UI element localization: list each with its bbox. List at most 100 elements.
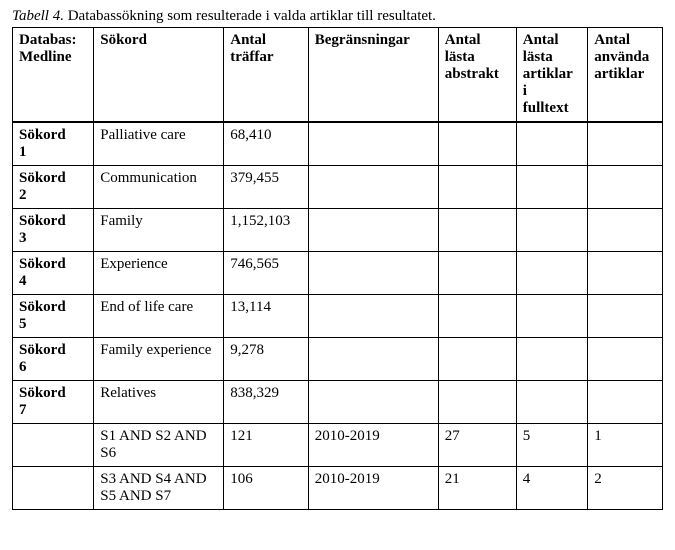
cell-traffar: 68,410 <box>224 122 309 166</box>
row-label: Sökord3 <box>13 209 94 252</box>
cell-abstrakt: 27 <box>438 424 516 467</box>
header-anvanda: Antal använda artiklar <box>588 28 663 123</box>
cell-abstrakt <box>438 295 516 338</box>
header-text: träffar <box>230 49 273 65</box>
row-label <box>13 424 94 467</box>
table-row: S1 AND S2 AND S61212010-20192751 <box>13 424 663 467</box>
cell-begransningar <box>308 381 438 424</box>
row-label-line1: Sökord <box>19 299 66 315</box>
cell-fulltext <box>516 381 588 424</box>
cell-abstrakt <box>438 166 516 209</box>
header-traffar: Antal träffar <box>224 28 309 123</box>
cell-traffar: 13,114 <box>224 295 309 338</box>
row-label: Sökord2 <box>13 166 94 209</box>
table-row: Sökord4Experience746,565 <box>13 252 663 295</box>
cell-fulltext: 5 <box>516 424 588 467</box>
row-label-line1: Sökord <box>19 342 66 358</box>
cell-anvanda <box>588 166 663 209</box>
header-text: lästa <box>523 49 553 65</box>
header-text: Antal <box>594 32 630 48</box>
row-label-line1: Sökord <box>19 385 66 401</box>
cell-traffar: 106 <box>224 467 309 510</box>
table-row: Sökord6Family experience9,278 <box>13 338 663 381</box>
header-text: Antal <box>230 32 266 48</box>
cell-begransningar <box>308 209 438 252</box>
search-table: Databas: Medline Sökord Antal träffar Be… <box>12 27 663 510</box>
cell-traffar: 121 <box>224 424 309 467</box>
cell-sokord: Relatives <box>94 381 224 424</box>
cell-abstrakt <box>438 338 516 381</box>
table-body: Sökord1Palliative care68,410Sökord2Commu… <box>13 122 663 510</box>
cell-traffar: 1,152,103 <box>224 209 309 252</box>
header-databas: Databas: Medline <box>13 28 94 123</box>
cell-fulltext: 4 <box>516 467 588 510</box>
table-row: S3 AND S4 AND S5 AND S71062010-20192142 <box>13 467 663 510</box>
cell-traffar: 746,565 <box>224 252 309 295</box>
header-text: artiklar <box>523 66 573 82</box>
header-abstrakt: Antal lästa abstrakt <box>438 28 516 123</box>
cell-fulltext <box>516 338 588 381</box>
cell-anvanda: 1 <box>588 424 663 467</box>
header-fulltext: Antal lästa artiklar i fulltext <box>516 28 588 123</box>
row-label-line1: Sökord <box>19 213 66 229</box>
cell-traffar: 838,329 <box>224 381 309 424</box>
row-label-line2: 2 <box>19 187 27 203</box>
table-row: Sökord3Family1,152,103 <box>13 209 663 252</box>
header-sokord: Sökord <box>94 28 224 123</box>
cell-abstrakt <box>438 252 516 295</box>
row-label: Sökord7 <box>13 381 94 424</box>
caption-label: Tabell 4. <box>12 8 64 24</box>
header-text: lästa <box>445 49 475 65</box>
cell-abstrakt <box>438 122 516 166</box>
row-label-line2: 3 <box>19 230 27 246</box>
cell-abstrakt <box>438 209 516 252</box>
row-label <box>13 467 94 510</box>
table-row: Sökord1Palliative care68,410 <box>13 122 663 166</box>
row-label-line1: Sökord <box>19 127 66 143</box>
table-caption: Tabell 4. Databassökning som resulterade… <box>12 8 663 25</box>
caption-text: Databassökning som resulterade i valda a… <box>64 8 436 24</box>
cell-sokord: End of life care <box>94 295 224 338</box>
row-label-line2: 4 <box>19 273 27 289</box>
cell-anvanda <box>588 252 663 295</box>
header-text: Databas: <box>19 32 77 48</box>
cell-sokord: Experience <box>94 252 224 295</box>
cell-anvanda <box>588 338 663 381</box>
cell-fulltext <box>516 252 588 295</box>
row-label: Sökord1 <box>13 122 94 166</box>
table-row: Sökord5End of life care13,114 <box>13 295 663 338</box>
header-text: Antal <box>523 32 559 48</box>
cell-begransningar <box>308 338 438 381</box>
header-text: Antal <box>445 32 481 48</box>
row-label-line2: 7 <box>19 402 27 418</box>
cell-fulltext <box>516 209 588 252</box>
row-label-line2: 5 <box>19 316 27 332</box>
cell-anvanda <box>588 295 663 338</box>
cell-sokord: Family <box>94 209 224 252</box>
row-label: Sökord5 <box>13 295 94 338</box>
cell-anvanda <box>588 122 663 166</box>
row-label: Sökord4 <box>13 252 94 295</box>
cell-abstrakt <box>438 381 516 424</box>
cell-sokord: Palliative care <box>94 122 224 166</box>
cell-abstrakt: 21 <box>438 467 516 510</box>
header-text: använda <box>594 49 649 65</box>
cell-begransningar: 2010-2019 <box>308 467 438 510</box>
cell-begransningar <box>308 252 438 295</box>
row-label-line2: 1 <box>19 144 27 160</box>
cell-anvanda <box>588 381 663 424</box>
cell-sokord: Family experience <box>94 338 224 381</box>
header-text: artiklar <box>594 66 644 82</box>
row-label: Sökord6 <box>13 338 94 381</box>
cell-fulltext <box>516 122 588 166</box>
cell-anvanda: 2 <box>588 467 663 510</box>
row-label-line1: Sökord <box>19 170 66 186</box>
cell-begransningar <box>308 295 438 338</box>
cell-sokord: Communication <box>94 166 224 209</box>
header-row: Databas: Medline Sökord Antal träffar Be… <box>13 28 663 123</box>
cell-begransningar: 2010-2019 <box>308 424 438 467</box>
row-label-line2: 6 <box>19 359 27 375</box>
header-begransningar: Begränsningar <box>308 28 438 123</box>
cell-begransningar <box>308 166 438 209</box>
cell-traffar: 9,278 <box>224 338 309 381</box>
